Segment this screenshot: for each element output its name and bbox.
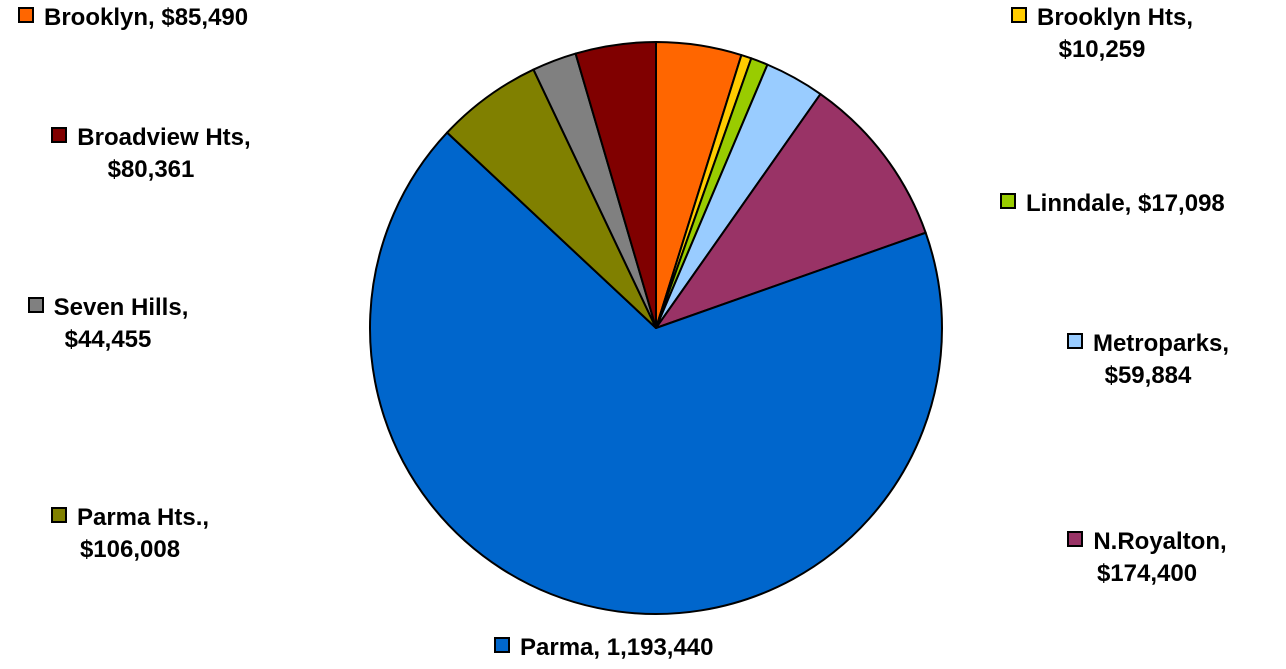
label-parma: Parma, 1,193,440 <box>494 632 714 664</box>
label-seven-hills-name: Seven Hills <box>53 294 182 321</box>
pie-slice-broadview-hts <box>574 41 657 329</box>
label-n-royalton-value: $174,400 <box>1096 560 1198 587</box>
pie-slice-parma <box>369 131 943 615</box>
label-brooklyn-name: Brooklyn <box>44 4 149 31</box>
label-parma-hts-value: $106,008 <box>79 536 181 563</box>
label-metroparks-name: Metroparks <box>1092 330 1223 357</box>
swatch-brooklyn-hts <box>1010 7 1027 23</box>
label-brooklyn-hts-name: Brooklyn Hts <box>1036 4 1187 31</box>
swatch-n-royalton <box>1067 531 1084 547</box>
label-brooklyn-value: $85,490 <box>161 4 249 31</box>
label-n-royalton-name: N.Royalton <box>1093 528 1220 555</box>
label-broadview-hts-name: Broadview Hts <box>77 124 245 151</box>
pie-slices <box>369 41 943 615</box>
pie-slice-n-royalton <box>655 93 927 329</box>
label-seven-hills-value: $44,455 <box>64 326 152 353</box>
swatch-metroparks <box>1066 333 1083 349</box>
label-brooklyn-hts-value: $10,259 <box>1058 36 1146 63</box>
label-parma-name: Parma <box>520 634 594 661</box>
label-linndale-name: Linndale <box>1026 190 1125 217</box>
label-brooklyn-hts: Brooklyn Hts, $10,259 <box>992 2 1212 66</box>
swatch-parma <box>494 637 510 653</box>
label-linndale: Linndale, $17,098 <box>1000 188 1225 220</box>
label-linndale-value: $17,098 <box>1138 190 1225 217</box>
label-broadview-hts: Broadview Hts, $80,361 <box>18 122 284 186</box>
swatch-linndale <box>1000 193 1016 209</box>
label-seven-hills: Seven Hills, $44,455 <box>8 292 208 356</box>
swatch-brooklyn <box>18 7 34 23</box>
swatch-broadview-hts <box>51 127 68 143</box>
swatch-parma-hts <box>50 507 67 523</box>
label-metroparks: Metroparks, $59,884 <box>1048 328 1248 392</box>
label-parma-hts-name: Parma Hts. <box>76 504 203 531</box>
label-metroparks-value: $59,884 <box>1104 362 1192 389</box>
swatch-seven-hills <box>27 297 44 313</box>
label-broadview-hts-value: $80,361 <box>107 156 195 183</box>
label-parma-hts: Parma Hts., $106,008 <box>30 502 230 566</box>
label-n-royalton: N.Royalton, $174,400 <box>1042 526 1252 590</box>
label-parma-value: 1,193,440 <box>606 634 714 661</box>
label-brooklyn: Brooklyn, $85,490 <box>18 2 248 34</box>
